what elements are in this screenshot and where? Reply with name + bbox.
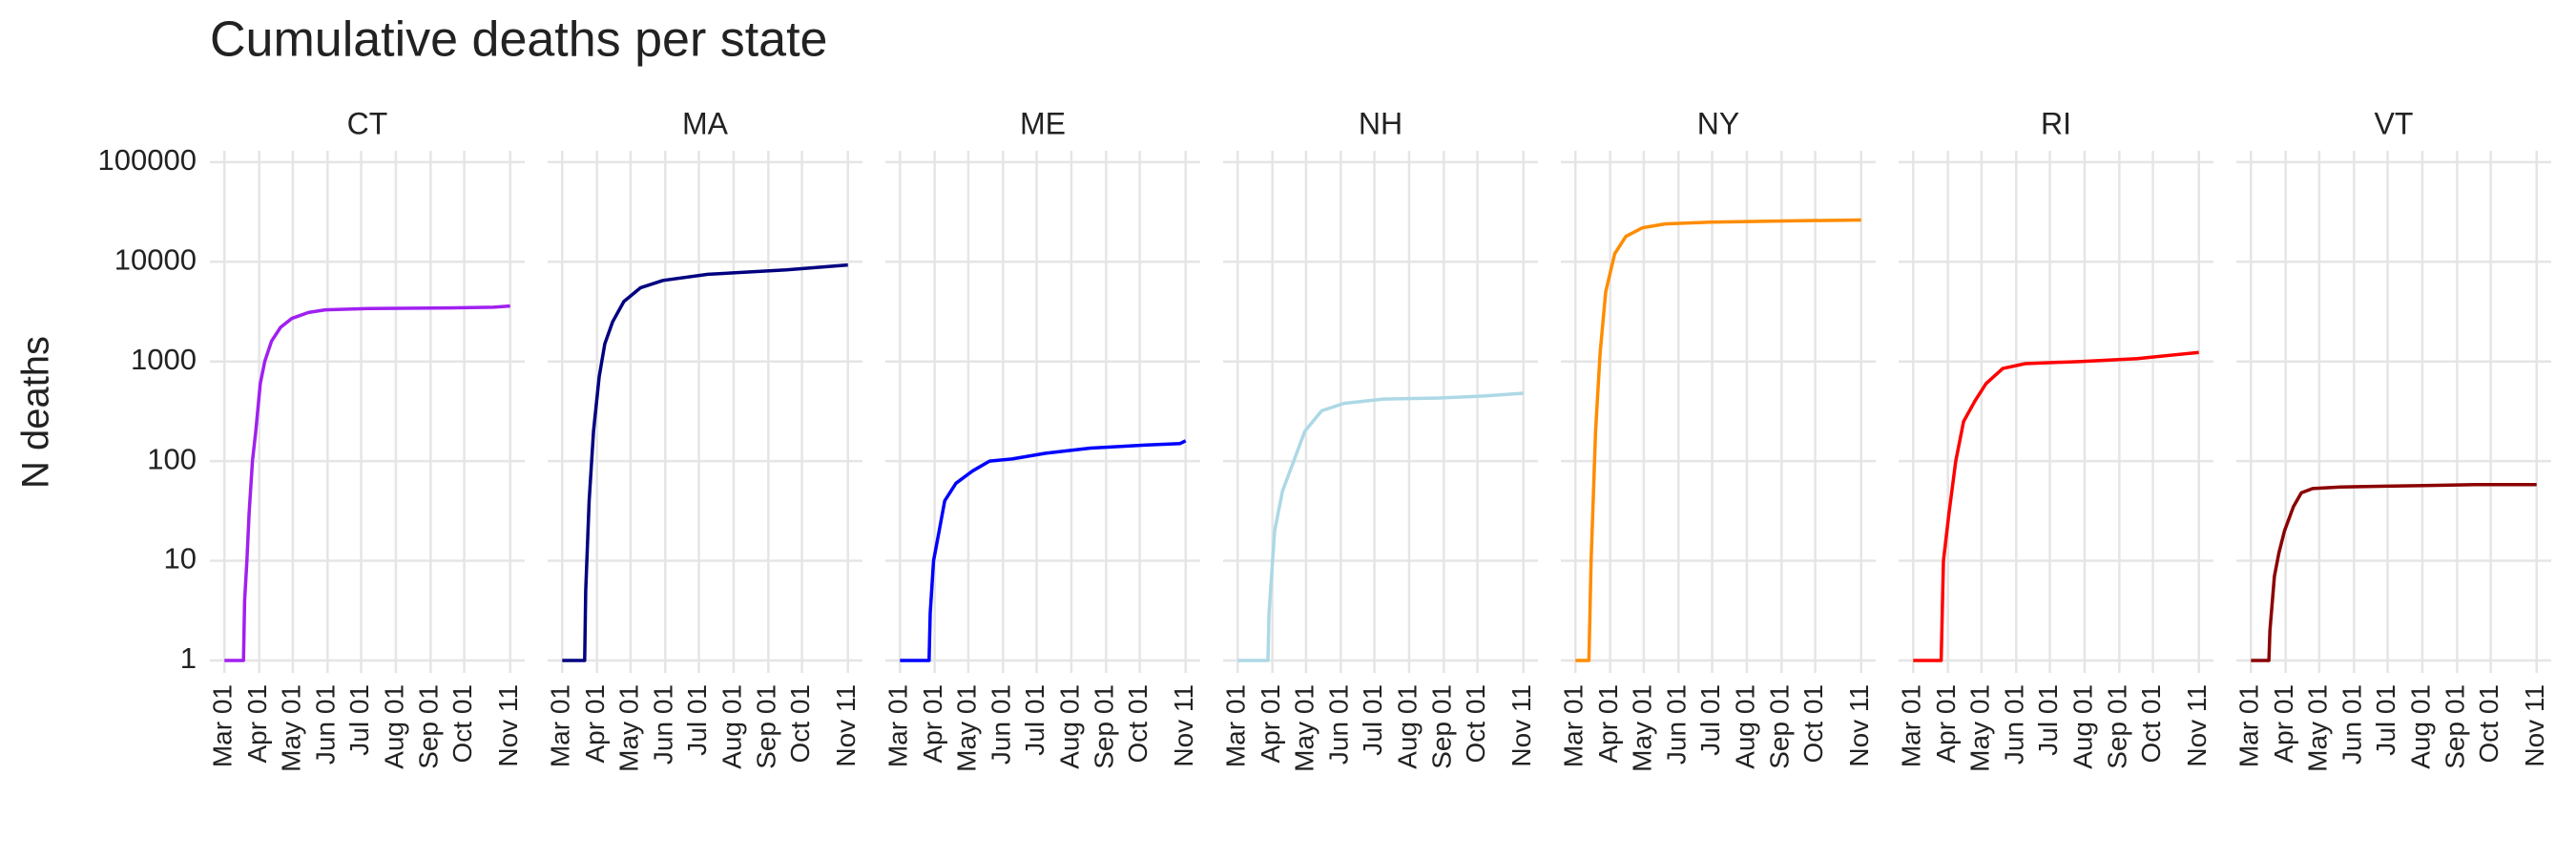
y-tick-label: 10: [164, 542, 197, 576]
x-tick-label: Jul 01: [1358, 684, 1387, 756]
x-tick-label: Jun 01: [2337, 684, 2367, 765]
x-tick-label: Sep 01: [752, 684, 781, 769]
facet-label: ME: [1020, 106, 1066, 140]
facet-label: VT: [2375, 106, 2414, 140]
x-tick-label: Jun 01: [987, 684, 1016, 765]
facet-label: CT: [347, 106, 388, 140]
facet-label: NH: [1359, 106, 1402, 140]
series-line: [562, 262, 848, 662]
x-tick-label: Sep 01: [1427, 684, 1457, 769]
x-tick-label: Mar 01: [1897, 684, 1926, 767]
series-line: [1575, 218, 1861, 662]
x-tick-label: Jun 01: [649, 684, 678, 765]
series-line: [2251, 483, 2537, 662]
x-tick-label: Sep 01: [2441, 684, 2470, 769]
series-line: [900, 439, 1187, 662]
x-tick-label: Sep 01: [414, 684, 444, 769]
x-tick-label: Aug 01: [717, 684, 746, 769]
x-tick-label: Nov 11: [1169, 684, 1198, 767]
x-tick-label: Sep 01: [2103, 684, 2132, 769]
facet-label: MA: [682, 106, 729, 140]
x-tick-label: Aug 01: [2067, 684, 2097, 769]
x-tick-label: May 01: [1289, 684, 1319, 772]
x-tick-label: Apr 01: [1256, 684, 1285, 764]
y-tick-label: 1000: [131, 343, 197, 376]
x-tick-label: Mar 01: [1221, 684, 1251, 767]
x-tick-label: Oct 01: [2474, 684, 2503, 763]
x-tick-label: May 01: [951, 684, 981, 772]
x-tick-label: May 01: [276, 684, 305, 772]
x-tick-label: Sep 01: [1090, 684, 1119, 769]
y-tick-label: 100000: [98, 143, 197, 177]
x-tick-label: Jul 01: [2371, 684, 2400, 756]
facet-label: NY: [1697, 106, 1739, 140]
x-tick-label: Mar 01: [546, 684, 575, 767]
x-tick-label: Nov 11: [1506, 684, 1536, 767]
x-tick-label: Jul 01: [2033, 684, 2063, 756]
y-tick-label: 100: [147, 442, 197, 475]
series-line: [1237, 391, 1524, 662]
x-tick-label: Aug 01: [1054, 684, 1084, 769]
x-tick-label: Oct 01: [785, 684, 815, 763]
x-tick-label: Apr 01: [918, 684, 947, 764]
x-tick-label: Aug 01: [2405, 684, 2435, 769]
x-tick-label: Jul 01: [1020, 684, 1049, 756]
x-tick-label: Aug 01: [379, 684, 408, 769]
x-tick-label: Apr 01: [1931, 684, 1961, 764]
x-tick-label: Jun 01: [1324, 684, 1354, 765]
x-tick-label: Jul 01: [682, 684, 712, 756]
x-tick-label: Sep 01: [1765, 684, 1795, 769]
x-tick-label: Apr 01: [1593, 684, 1623, 764]
x-tick-label: Nov 11: [1844, 684, 1874, 767]
x-tick-label: Mar 01: [1559, 684, 1589, 767]
series-line: [1913, 350, 2199, 662]
series-line: [224, 304, 510, 662]
x-tick-label: Apr 01: [242, 684, 272, 764]
facet-label: RI: [2041, 106, 2071, 140]
x-tick-label: May 01: [2302, 684, 2332, 772]
y-tick-label: 10000: [114, 242, 197, 276]
x-tick-label: Mar 01: [883, 684, 913, 767]
x-tick-label: May 01: [1627, 684, 1656, 772]
x-tick-label: Oct 01: [1461, 684, 1490, 763]
y-tick-label: 1: [180, 641, 197, 675]
x-tick-label: Mar 01: [208, 684, 238, 767]
x-tick-label: Oct 01: [1798, 684, 1828, 763]
x-tick-label: Oct 01: [2136, 684, 2166, 763]
x-tick-label: Jul 01: [344, 684, 374, 756]
x-tick-label: Aug 01: [1392, 684, 1422, 769]
x-tick-label: Jul 01: [1695, 684, 1725, 756]
x-tick-label: Nov 11: [831, 684, 861, 767]
x-tick-label: Nov 11: [2520, 684, 2549, 767]
x-tick-label: May 01: [613, 684, 643, 772]
x-tick-label: May 01: [1964, 684, 1994, 772]
y-axis-label: N deaths: [15, 336, 57, 489]
x-tick-label: Jun 01: [1662, 684, 1692, 765]
x-tick-label: Apr 01: [2269, 684, 2298, 764]
x-tick-label: Aug 01: [1730, 684, 1759, 769]
x-tick-label: Mar 01: [2234, 684, 2264, 767]
x-tick-label: Jun 01: [311, 684, 341, 765]
x-tick-label: Jun 01: [2000, 684, 2029, 765]
x-tick-label: Nov 11: [493, 684, 523, 767]
x-tick-label: Oct 01: [447, 684, 477, 763]
x-tick-label: Oct 01: [1123, 684, 1153, 763]
chart-title: Cumulative deaths per state: [210, 12, 827, 68]
x-tick-label: Nov 11: [2182, 684, 2212, 767]
x-tick-label: Apr 01: [580, 684, 610, 764]
